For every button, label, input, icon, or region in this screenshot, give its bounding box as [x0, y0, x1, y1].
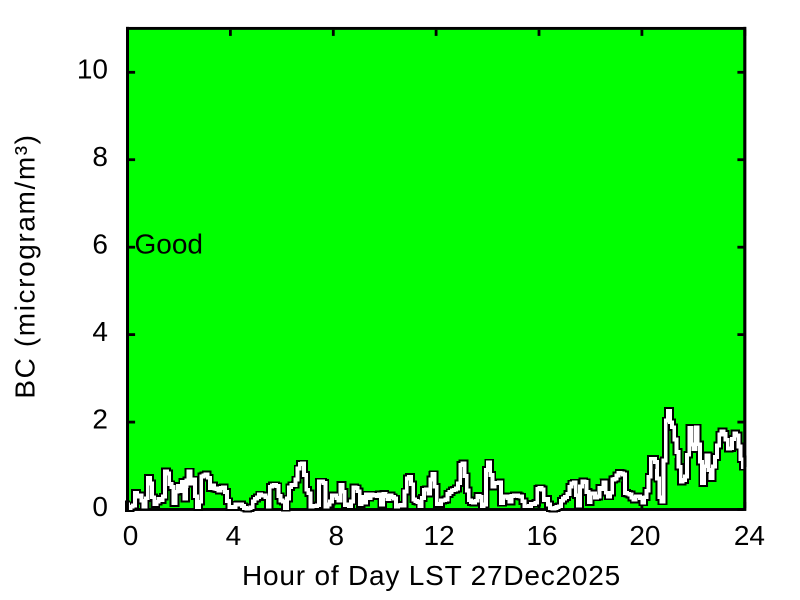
svg-text:8: 8	[329, 520, 345, 551]
svg-text:2: 2	[92, 403, 108, 434]
svg-text:24: 24	[734, 520, 765, 551]
svg-text:0: 0	[123, 520, 139, 551]
svg-text:6: 6	[92, 229, 108, 260]
svg-text:12: 12	[424, 520, 455, 551]
svg-text:8: 8	[92, 141, 108, 172]
svg-text:4: 4	[226, 520, 242, 551]
svg-text:10: 10	[77, 54, 108, 85]
svg-text:0: 0	[92, 491, 108, 522]
svg-text:BC (microgram/m³): BC (microgram/m³)	[10, 133, 41, 398]
svg-text:Hour of Day LST 27Dec2025: Hour of Day LST 27Dec2025	[242, 560, 621, 591]
svg-text:Good: Good	[135, 229, 204, 260]
svg-text:16: 16	[526, 520, 557, 551]
svg-text:20: 20	[629, 520, 660, 551]
svg-text:4: 4	[92, 316, 108, 347]
